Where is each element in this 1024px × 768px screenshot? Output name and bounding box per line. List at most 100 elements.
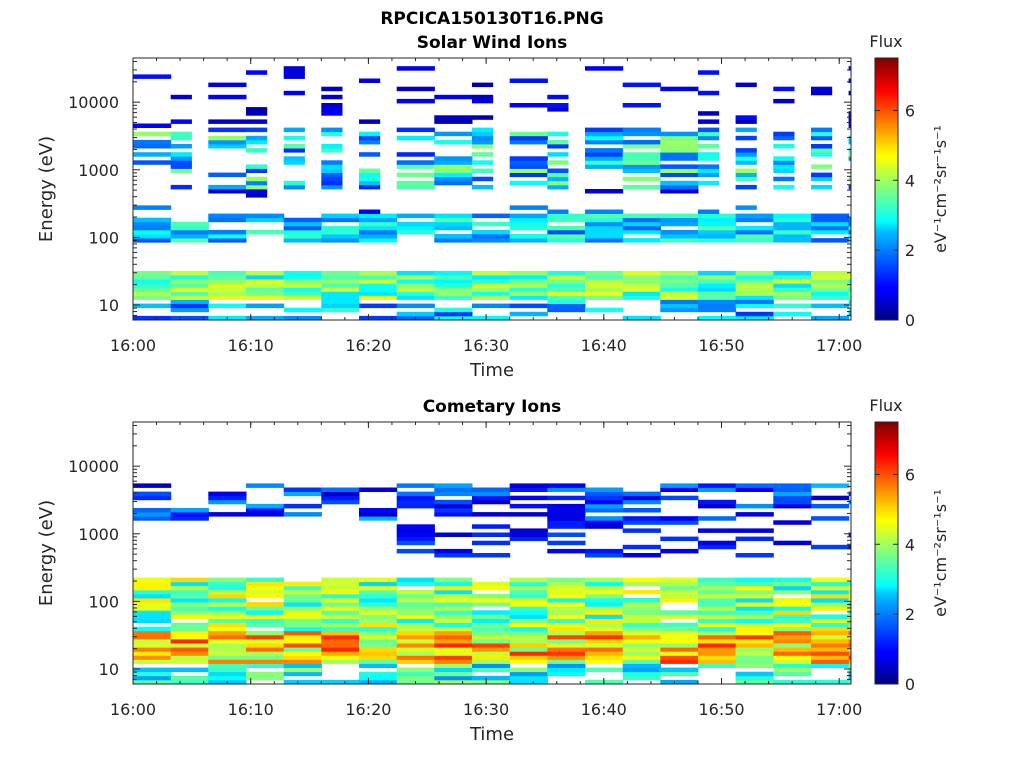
heatmap-cell — [811, 152, 833, 157]
heatmap-cell — [208, 593, 247, 599]
heatmap-cell — [773, 589, 812, 595]
heatmap-cell — [735, 287, 774, 292]
heatmap-cell — [246, 618, 285, 623]
heatmap-cell — [660, 299, 699, 304]
colorbar-solar-wind: Flux 0 2 4 6 eV⁻¹cm⁻²sr⁻¹s⁻¹ — [869, 32, 950, 330]
heatmap-cell — [585, 598, 624, 603]
heatmap-cell — [811, 287, 850, 292]
heatmap-cell — [434, 655, 473, 660]
heatmap-cell — [208, 663, 247, 668]
heatmap-cell — [359, 675, 398, 681]
heatmap-cell — [321, 647, 360, 652]
heatmap-cell — [434, 287, 473, 292]
heatmap-cell — [133, 577, 172, 583]
heatmap-cell — [246, 303, 285, 309]
heatmap-cell — [434, 593, 473, 599]
heatmap-cell — [472, 524, 511, 529]
heatmap-cell — [170, 659, 209, 664]
heatmap-cell — [321, 107, 343, 112]
heatmap-cell — [321, 295, 360, 300]
heatmap-cell — [472, 512, 511, 517]
heatmap-cell — [773, 270, 812, 276]
heatmap-cell — [735, 593, 774, 599]
heatmap-cell — [660, 307, 699, 313]
heatmap-cell — [735, 238, 774, 243]
heatmap-cell — [585, 307, 624, 313]
heatmap-cell — [547, 618, 586, 623]
x-tick-label: 16:10 — [228, 700, 274, 719]
heatmap-cell — [811, 144, 833, 149]
heatmap-cell — [246, 295, 285, 300]
heatmap-cell — [208, 234, 247, 239]
heatmap-cell — [208, 283, 247, 288]
heatmap-cell — [472, 303, 511, 309]
heatmap-cell — [434, 548, 473, 554]
heatmap-cell — [396, 532, 435, 537]
heatmap-cell — [321, 86, 343, 92]
heatmap-cell — [735, 647, 774, 652]
heatmap-cell — [811, 581, 850, 587]
heatmap-cell — [509, 532, 548, 537]
heatmap-cell — [133, 671, 172, 677]
heatmap-cell — [133, 626, 172, 632]
heatmap-cell — [359, 679, 398, 684]
heatmap-cell — [811, 90, 833, 96]
heatmap-cell — [698, 663, 737, 668]
heatmap-cell — [622, 283, 661, 288]
x-axis-label-cometary: Time — [469, 724, 514, 745]
heatmap-cell — [622, 598, 661, 603]
heatmap-cell — [170, 651, 209, 656]
heatmap-cell — [811, 303, 850, 309]
heatmap-cell — [170, 315, 209, 320]
heatmap-cell — [396, 540, 435, 546]
heatmap-cell — [848, 90, 851, 96]
heatmap-cell — [434, 156, 473, 161]
heatmap-cell — [585, 131, 624, 137]
heatmap-cell — [246, 503, 285, 509]
heatmap-cell — [735, 679, 774, 684]
heatmap-cell — [509, 78, 548, 83]
heatmap-cell — [283, 291, 322, 296]
heatmap-cell — [434, 234, 473, 239]
heatmap-cell — [170, 238, 209, 243]
heatmap-cell — [660, 536, 699, 542]
heatmap-cell — [547, 614, 586, 619]
heatmap-cell — [622, 176, 661, 182]
heatmap-cell — [509, 536, 548, 542]
heatmap-cell — [133, 221, 172, 227]
heatmap-cell — [585, 516, 624, 521]
heatmap-cell — [472, 295, 511, 300]
heatmap-cell — [472, 127, 494, 133]
heatmap-cell — [246, 643, 285, 648]
heatmap-cell — [472, 131, 494, 137]
heatmap-cell — [472, 176, 494, 182]
heatmap-cell — [283, 295, 322, 300]
heatmap-cell — [622, 160, 661, 165]
heatmap-cell — [773, 622, 812, 628]
heatmap-cell — [283, 667, 322, 673]
heatmap-cell — [434, 508, 473, 513]
heatmap-cell — [246, 189, 268, 194]
heatmap-cell — [208, 189, 247, 194]
heatmap-cell — [396, 639, 435, 644]
heatmap-cell — [547, 516, 586, 521]
heatmap-cell — [321, 131, 343, 137]
heatmap-cell — [735, 115, 757, 120]
heatmap-cell — [773, 618, 812, 623]
y-tick-label: 10000 — [68, 457, 119, 476]
heatmap-cell — [660, 189, 699, 194]
heatmap-cell — [283, 307, 322, 313]
heatmap-cell — [622, 544, 661, 550]
heatmap-cell — [434, 667, 473, 673]
heatmap-cell — [698, 540, 737, 546]
heatmap-cell — [660, 139, 699, 145]
heatmap-cell — [622, 520, 661, 525]
heatmap-cell — [660, 520, 699, 525]
heatmap-cell — [811, 86, 833, 92]
heatmap-cell — [321, 630, 360, 636]
heatmap-cell — [246, 111, 268, 116]
heatmap-cell — [585, 626, 624, 632]
heatmap-cell — [547, 503, 586, 509]
heatmap-cell — [735, 553, 774, 558]
heatmap-cell — [509, 168, 548, 173]
